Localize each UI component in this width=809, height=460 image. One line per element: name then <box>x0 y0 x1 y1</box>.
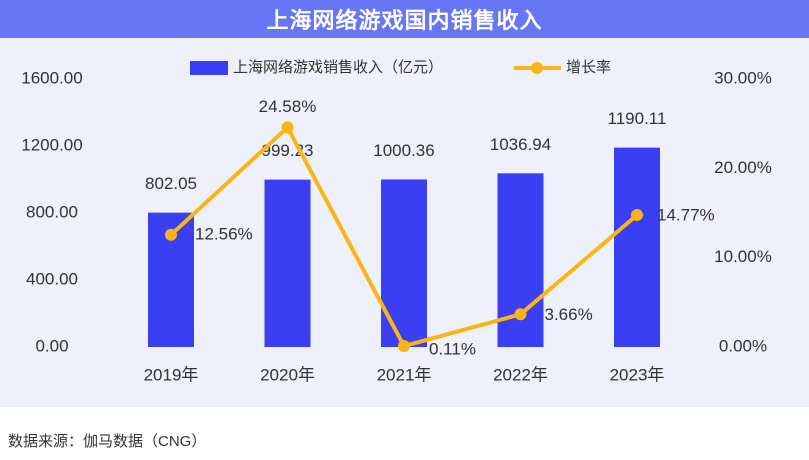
legend-line-label: 增长率 <box>566 59 611 76</box>
legend-bar-label: 上海网络游戏销售收入（亿元） <box>233 59 443 76</box>
chart-panel: 0.00 400.00 800.00 1200.00 1600.00 0.00% 10.00… <box>0 38 809 407</box>
legend-bar-swatch <box>190 61 228 75</box>
growth-value-label: 12.56% <box>195 224 253 243</box>
growth-point <box>281 121 294 134</box>
x-axis-tick-label: 2023年 <box>610 365 665 384</box>
x-axis-tick-label: 2020年 <box>260 365 315 384</box>
chart-svg: 0.00 400.00 800.00 1200.00 1600.00 0.00% 10.00… <box>21 59 772 385</box>
bar-value-label: 1190.11 <box>608 109 667 128</box>
chart-title: 上海网络游戏国内销售收入 <box>266 8 543 33</box>
growth-value-label: 24.58% <box>259 97 317 116</box>
legend-line-marker <box>531 62 543 74</box>
title-bar: 上海网络游戏国内销售收入 <box>0 0 809 38</box>
right-axis-tick-label: 0.00% <box>719 336 767 355</box>
bar <box>381 179 427 347</box>
growth-point <box>514 308 527 321</box>
right-axis-tick-label: 30.00% <box>714 68 772 87</box>
x-axis-tick-label: 2021年 <box>377 365 432 384</box>
x-axis-tick-label: 2022年 <box>493 365 548 384</box>
bar-value-label: 1036.94 <box>490 135 551 154</box>
left-axis-tick-label: 1600.00 <box>21 68 82 87</box>
left-axis-tick-label: 0.00 <box>35 336 68 355</box>
right-axis-tick-label: 10.00% <box>714 247 772 266</box>
right-axis-tick-label: 20.00% <box>714 158 772 177</box>
left-axis-tick-label: 400.00 <box>26 269 78 288</box>
bar <box>264 179 311 347</box>
left-axis-tick-label: 800.00 <box>26 202 78 221</box>
source-note: 数据来源：伽马数据（CNG） <box>8 433 207 450</box>
growth-value-label: 14.77% <box>657 206 715 225</box>
growth-value-label: 0.11% <box>429 340 476 359</box>
growth-value-label: 3.66% <box>545 305 593 324</box>
growth-point <box>631 209 643 222</box>
growth-point <box>398 340 410 353</box>
bar-value-label: 1000.36 <box>373 141 434 160</box>
x-axis-tick-label: 2019年 <box>144 365 199 384</box>
bar <box>497 173 544 347</box>
growth-point <box>165 228 177 241</box>
bar-value-label: 802.05 <box>145 174 197 193</box>
bar <box>614 147 660 347</box>
left-axis-tick-label: 1200.00 <box>21 135 82 154</box>
